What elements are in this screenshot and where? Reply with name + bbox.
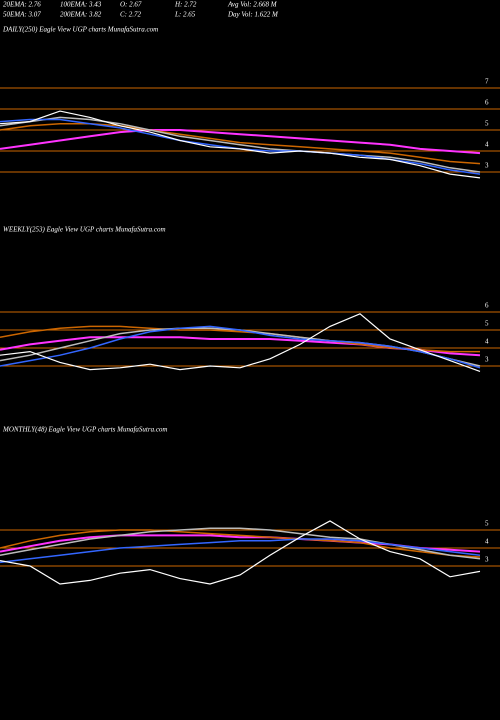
line-series xyxy=(0,325,481,369)
panel-title: WEEKLY(253) Eagle View UGP charts Munafa… xyxy=(3,226,166,234)
line-series xyxy=(0,129,481,155)
y-tick-label: 4 xyxy=(485,141,489,149)
panel-title: DAILY(250) Eagle View UGP charts MunafaS… xyxy=(2,26,158,34)
line-series xyxy=(0,327,481,367)
header-stat: C: 2.72 xyxy=(120,11,142,19)
y-tick-label: 4 xyxy=(485,338,489,346)
y-tick-label: 3 xyxy=(485,162,489,170)
line-series xyxy=(0,110,481,179)
y-tick-label: 4 xyxy=(485,538,489,546)
y-tick-label: 5 xyxy=(485,120,489,128)
header-stat: L: 2.65 xyxy=(174,11,196,19)
y-tick-label: 3 xyxy=(485,556,489,564)
header-stat: 50EMA: 3.07 xyxy=(3,11,41,19)
line-series xyxy=(0,116,481,173)
line-series xyxy=(0,534,481,553)
header-stat: O: 2.67 xyxy=(120,1,142,9)
panel-title: MONTHLY(48) Eagle View UGP charts Munafa… xyxy=(2,426,167,434)
line-series xyxy=(0,520,481,585)
header-stat: 200EMA: 3.82 xyxy=(60,11,102,19)
header-stat: 20EMA: 2.76 xyxy=(3,1,41,9)
y-tick-label: 5 xyxy=(485,520,489,528)
line-series xyxy=(0,538,481,564)
header-stat: Day Vol: 1.622 M xyxy=(227,11,279,19)
header-stat: H: 2.72 xyxy=(174,1,197,9)
y-tick-label: 6 xyxy=(485,99,489,107)
y-tick-label: 6 xyxy=(485,302,489,310)
line-series xyxy=(0,122,481,165)
line-series xyxy=(0,313,481,372)
header-stat: Avg Vol: 2.668 M xyxy=(227,1,278,9)
y-tick-label: 3 xyxy=(485,356,489,364)
y-tick-label: 7 xyxy=(485,78,489,86)
line-series xyxy=(0,529,481,558)
header-stat: 100EMA: 3.43 xyxy=(60,1,102,9)
y-tick-label: 5 xyxy=(485,320,489,328)
